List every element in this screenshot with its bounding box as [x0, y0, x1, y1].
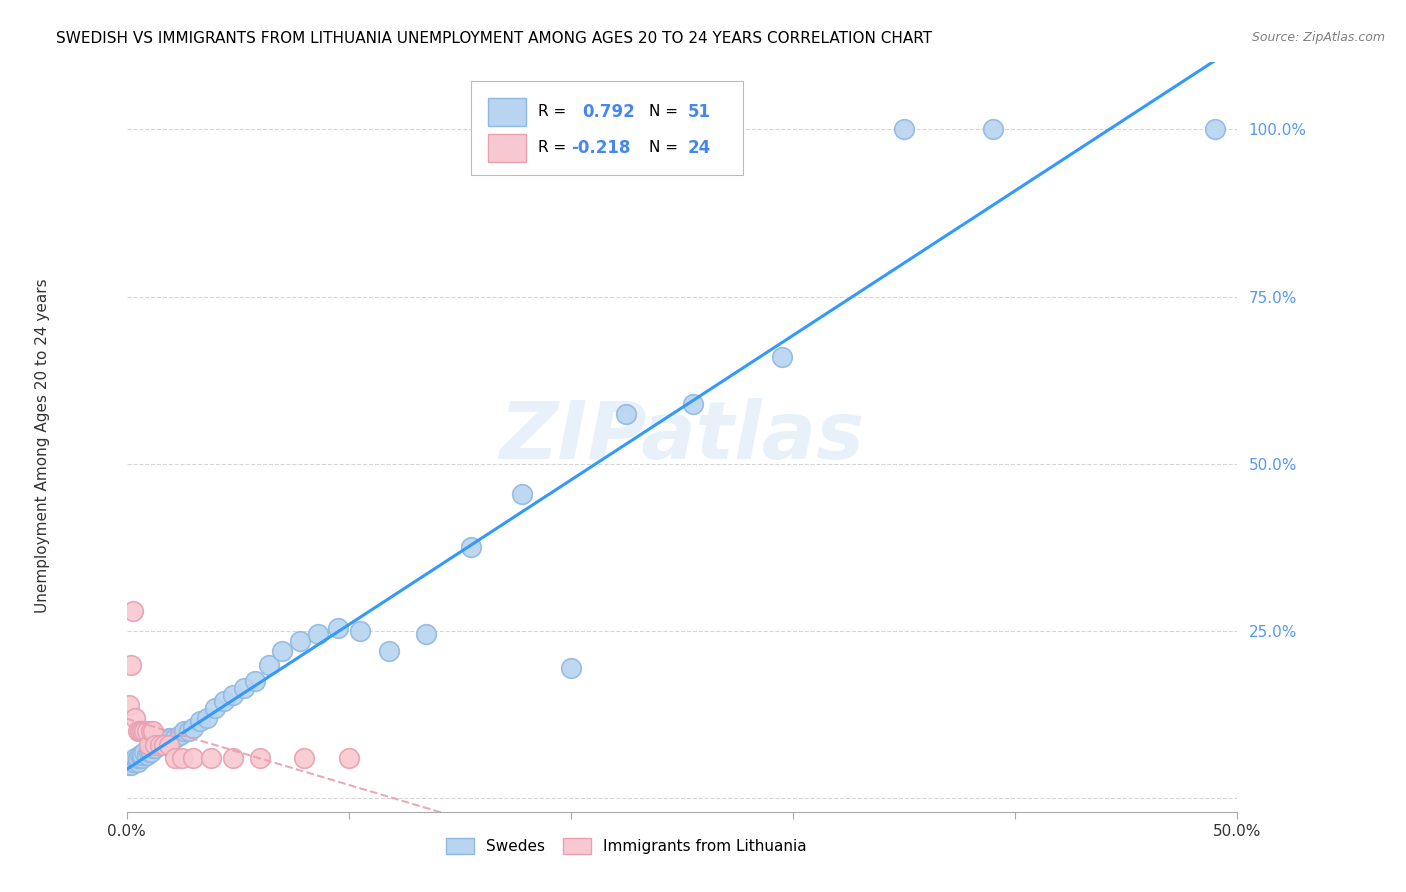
FancyBboxPatch shape [488, 97, 526, 126]
Point [142, 724, 165, 739]
Point [249, 751, 271, 765]
Point [460, 541, 482, 555]
Text: 51: 51 [688, 103, 710, 121]
Point [139, 724, 162, 739]
Point [153, 738, 176, 752]
Point [131, 724, 153, 739]
Point [893, 122, 915, 136]
Point [118, 698, 141, 712]
Point [142, 741, 165, 756]
Point [204, 701, 226, 715]
Point [271, 644, 294, 658]
Text: 0.792: 0.792 [582, 103, 634, 121]
Point [415, 627, 437, 641]
Point [222, 688, 245, 702]
Point [131, 747, 153, 762]
FancyBboxPatch shape [471, 81, 742, 175]
Text: 24: 24 [688, 139, 710, 157]
Point [1204, 122, 1226, 136]
Point [173, 724, 195, 739]
Point [146, 738, 169, 752]
Point [150, 738, 173, 752]
Point [124, 711, 146, 725]
Point [337, 751, 360, 765]
Point [160, 731, 183, 746]
Point [377, 644, 399, 658]
Text: -0.218: -0.218 [571, 139, 630, 157]
Text: Unemployment Among Ages 20 to 24 years: Unemployment Among Ages 20 to 24 years [35, 278, 49, 614]
Text: SWEDISH VS IMMIGRANTS FROM LITHUANIA UNEMPLOYMENT AMONG AGES 20 TO 24 YEARS CORR: SWEDISH VS IMMIGRANTS FROM LITHUANIA UNE… [56, 31, 932, 46]
Point [135, 747, 157, 762]
Point [135, 724, 157, 739]
Point [682, 396, 704, 410]
Point [292, 751, 315, 765]
Point [138, 738, 160, 752]
Point [122, 604, 145, 618]
Point [257, 657, 280, 672]
Point [157, 738, 180, 752]
Point [165, 751, 187, 765]
Point [128, 724, 150, 739]
Point [124, 751, 146, 765]
Text: ZIPatlas: ZIPatlas [499, 398, 865, 476]
Point [188, 714, 211, 729]
Point [134, 724, 156, 739]
Text: Source: ZipAtlas.com: Source: ZipAtlas.com [1251, 31, 1385, 45]
Point [155, 734, 177, 748]
Point [177, 724, 200, 739]
Point [169, 728, 191, 742]
Point [770, 350, 793, 364]
Text: N =: N = [648, 140, 682, 155]
Point [326, 621, 349, 635]
Point [181, 751, 204, 765]
Point [131, 751, 153, 765]
Point [122, 755, 145, 769]
Point [118, 758, 141, 772]
Point [165, 731, 187, 746]
Point [222, 751, 245, 765]
Point [127, 751, 149, 765]
Point [245, 674, 267, 689]
FancyBboxPatch shape [488, 134, 526, 162]
Point [288, 634, 311, 648]
Point [510, 487, 533, 501]
Point [120, 758, 142, 772]
Point [145, 738, 167, 752]
Point [127, 724, 149, 739]
Text: R =: R = [537, 104, 571, 120]
Point [149, 738, 172, 752]
Point [157, 731, 180, 746]
Point [560, 661, 582, 675]
Point [200, 751, 222, 765]
Point [153, 734, 176, 748]
Point [214, 694, 236, 708]
Point [307, 627, 329, 641]
Point [134, 744, 156, 758]
Point [181, 721, 204, 735]
Point [349, 624, 371, 639]
Point [981, 122, 1004, 136]
Point [616, 407, 638, 421]
Point [195, 711, 218, 725]
Legend: Swedes, Immigrants from Lithuania: Swedes, Immigrants from Lithuania [440, 832, 813, 860]
Point [120, 657, 142, 672]
Point [145, 741, 167, 756]
Text: R =: R = [537, 140, 571, 155]
Point [233, 681, 256, 695]
Point [128, 747, 150, 762]
Text: N =: N = [648, 104, 682, 120]
Point [138, 744, 160, 758]
Point [149, 738, 172, 752]
Point [172, 751, 194, 765]
Point [127, 755, 149, 769]
Point [139, 744, 162, 758]
